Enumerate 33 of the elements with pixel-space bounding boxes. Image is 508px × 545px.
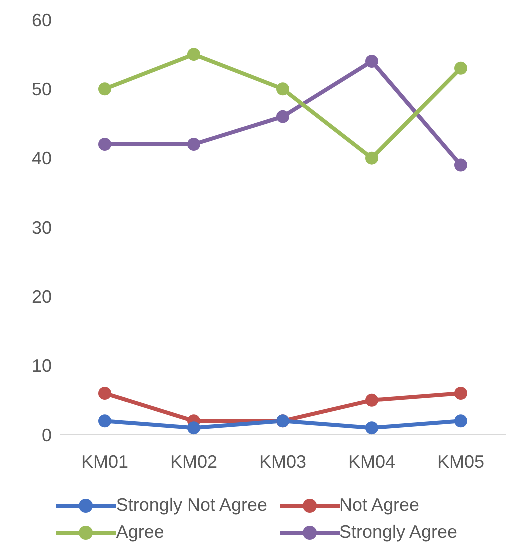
- point: [454, 414, 468, 428]
- legend-label: Strongly Agree: [340, 522, 458, 543]
- point: [188, 422, 200, 435]
- point: [276, 82, 290, 96]
- x-tick-label: KM05: [437, 452, 485, 472]
- x-tick-label: KM02: [170, 452, 218, 472]
- x-tick-label: KM03: [259, 452, 307, 472]
- point: [98, 82, 112, 96]
- legend-label: Strongly Not Agree: [116, 495, 268, 516]
- point: [98, 387, 112, 400]
- point: [454, 62, 468, 75]
- y-tick-label: 50: [32, 80, 52, 100]
- y-tick-label: 0: [42, 425, 52, 446]
- point: [188, 48, 200, 62]
- point: [366, 394, 378, 407]
- x-tick-label: KM04: [348, 452, 396, 472]
- y-tick-label: 30: [32, 218, 52, 238]
- point: [98, 414, 112, 428]
- y-tick-label: 40: [32, 148, 52, 169]
- point: [366, 422, 378, 435]
- point: [98, 138, 112, 151]
- point: [454, 387, 468, 400]
- point: [366, 152, 378, 165]
- point: [454, 158, 468, 172]
- y-tick-label: 60: [32, 10, 52, 30]
- x-tick-label: KM01: [81, 452, 129, 472]
- point: [188, 138, 200, 151]
- legend-label: Agree: [116, 522, 164, 543]
- point: [276, 110, 290, 124]
- point: [366, 55, 378, 68]
- legend-label: Not Agree: [340, 495, 420, 516]
- y-tick-label: 10: [32, 356, 52, 376]
- y-tick-label: 20: [32, 287, 52, 308]
